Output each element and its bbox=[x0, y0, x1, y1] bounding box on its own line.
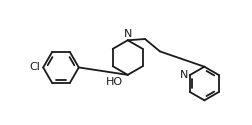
Text: Cl: Cl bbox=[30, 62, 41, 72]
Text: N: N bbox=[179, 70, 187, 80]
Text: HO: HO bbox=[105, 77, 122, 87]
Text: N: N bbox=[123, 29, 131, 39]
